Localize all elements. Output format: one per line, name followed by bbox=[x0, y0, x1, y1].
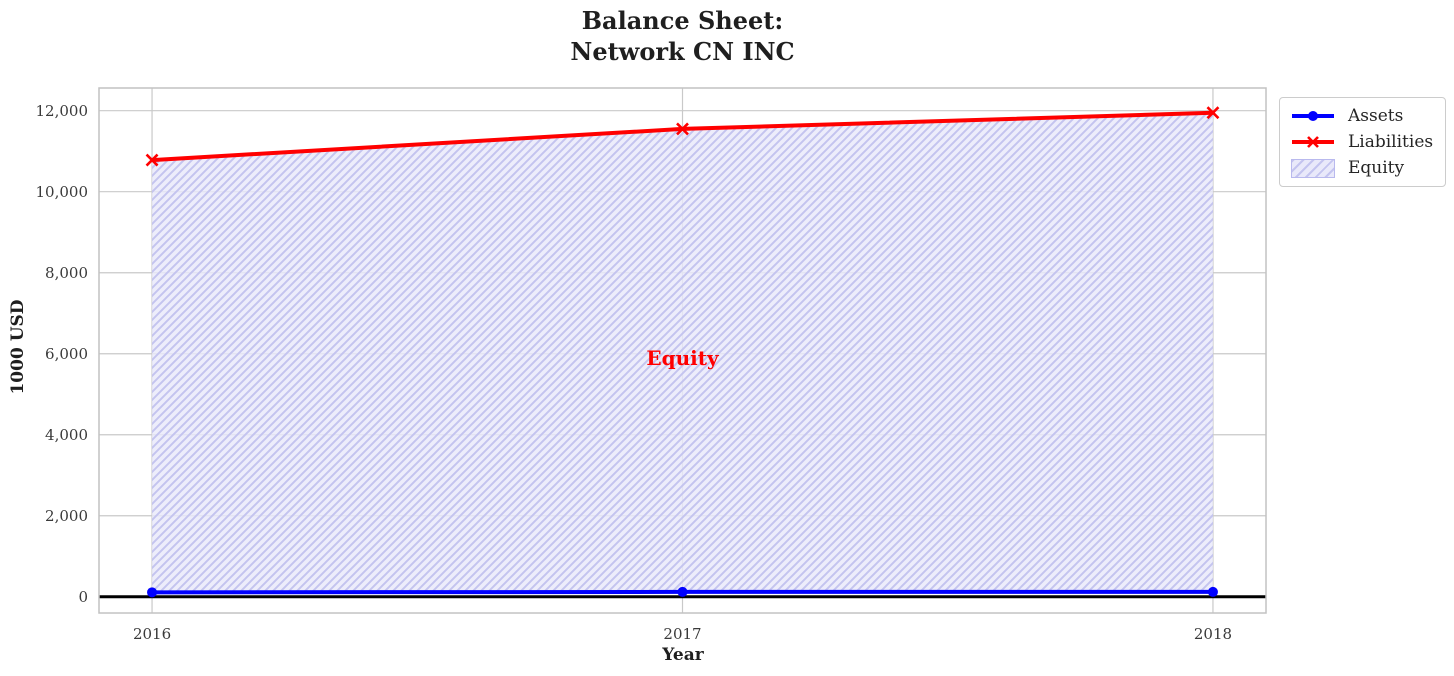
x-tick-label: 2016 bbox=[132, 625, 172, 643]
y-tick-label: 4,000 bbox=[45, 425, 88, 444]
y-tick-label: 2,000 bbox=[45, 506, 88, 525]
y-tick-label: 8,000 bbox=[45, 263, 88, 282]
liabilities-line-swatch-icon bbox=[1290, 132, 1336, 152]
equity-annotation: Equity bbox=[646, 345, 719, 370]
legend-item-liabilities: Liabilities bbox=[1290, 132, 1433, 152]
x-tick-label: 2018 bbox=[1193, 625, 1233, 643]
y-tick-label: 12,000 bbox=[35, 101, 89, 120]
equity-hatch-swatch-icon bbox=[1290, 158, 1336, 178]
y-tick-label: 6,000 bbox=[45, 344, 88, 363]
legend-label-liabilities: Liabilities bbox=[1348, 132, 1434, 152]
chart-title: Balance Sheet: Network CN INC bbox=[99, 5, 1266, 67]
legend: Assets Liabilities Equity bbox=[1279, 97, 1447, 187]
y-axis-label: 1000 USD bbox=[8, 299, 28, 395]
x-tick-label: 2017 bbox=[663, 625, 702, 643]
x-axis-label: Year bbox=[662, 645, 704, 665]
legend-item-equity: Equity bbox=[1290, 158, 1433, 178]
y-tick-label: 0 bbox=[78, 587, 88, 606]
chart-title-line-1: Balance Sheet: bbox=[581, 6, 784, 35]
legend-label-equity: Equity bbox=[1348, 158, 1405, 178]
chart-title-line-2: Network CN INC bbox=[570, 37, 795, 66]
legend-item-assets: Assets bbox=[1290, 106, 1433, 126]
y-tick-label: 10,000 bbox=[35, 182, 89, 201]
assets-line-swatch-icon bbox=[1290, 106, 1336, 126]
legend-label-assets: Assets bbox=[1348, 106, 1404, 126]
